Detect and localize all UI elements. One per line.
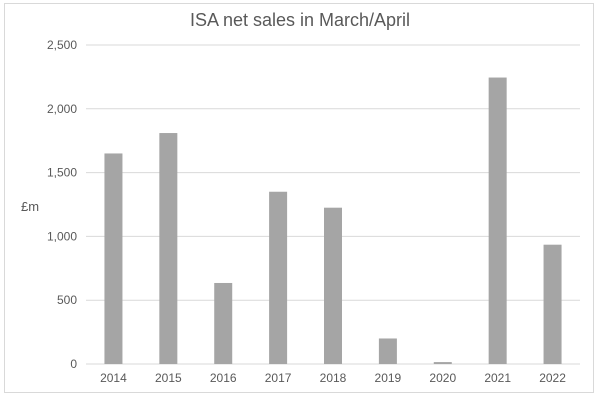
y-tick-label: 1,500	[47, 166, 77, 180]
y-axis-ticks: 0 500 1,000 1,500 2,000 2,500	[47, 38, 77, 371]
y-tick-label: 500	[57, 293, 77, 307]
bar-2017	[269, 191, 288, 364]
bar-2018	[324, 207, 342, 364]
bar-2022	[543, 244, 562, 364]
y-tick-label: 2,500	[47, 38, 77, 52]
bar-2021	[488, 77, 507, 365]
y-axis-label: £m	[21, 199, 39, 214]
y-tick-label: 2,000	[47, 102, 77, 116]
bar-2015	[159, 133, 178, 364]
x-axis-ticks: 2014 2015 2016 2017 2018 2019 2020 2021 2022	[100, 371, 566, 385]
x-tick-label: 2015	[155, 371, 182, 385]
x-tick-label: 2019	[375, 371, 402, 385]
bar-2019	[378, 338, 397, 364]
x-tick-label: 2014	[100, 371, 127, 385]
x-tick-label: 2018	[320, 371, 347, 385]
bars	[104, 77, 562, 365]
chart-title: ISA net sales in March/April	[190, 10, 410, 30]
bar-2020	[433, 362, 452, 364]
bar-2014	[104, 153, 123, 364]
bar-2016	[214, 282, 233, 364]
x-tick-label: 2020	[429, 371, 456, 385]
y-tick-label: 1,000	[47, 229, 77, 243]
y-tick-label: 0	[70, 357, 77, 371]
x-tick-label: 2021	[484, 371, 511, 385]
x-tick-label: 2016	[210, 371, 237, 385]
x-tick-label: 2017	[265, 371, 292, 385]
x-tick-label: 2022	[539, 371, 566, 385]
